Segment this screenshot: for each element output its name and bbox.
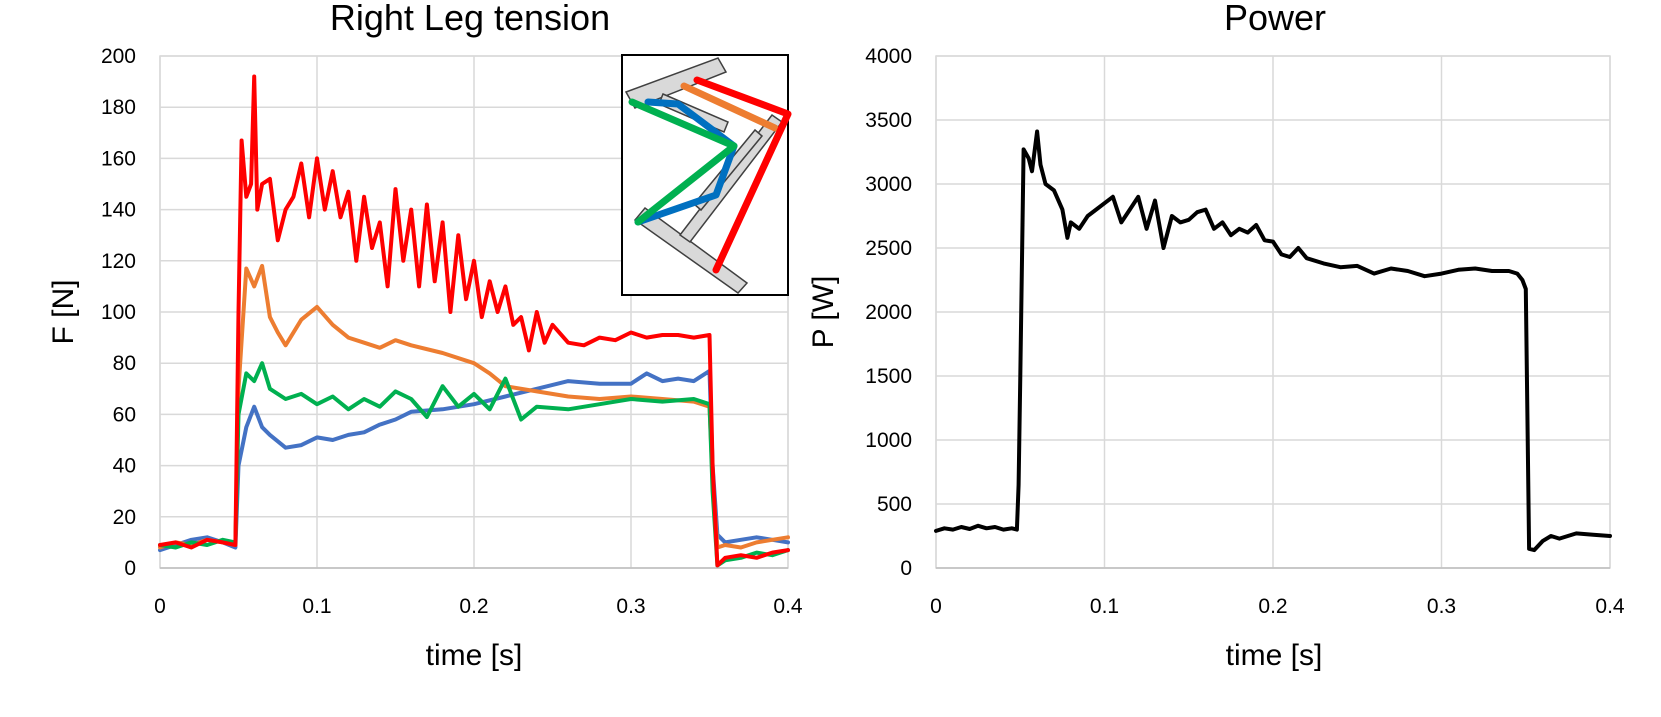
tension-y-ticks: 0 20 40 60 80 100 120 140 160 180 200 (101, 45, 136, 580)
power-y-axis-title: P [W] (807, 276, 840, 349)
power-x-ticks: 0 0.1 0.2 0.3 0.4 (930, 595, 1625, 618)
tension-y-tick-label: 100 (101, 301, 136, 324)
power-x-tick-label: 0.4 (1595, 595, 1625, 618)
tension-chart-title: Right Leg tension (330, 0, 610, 38)
inset-red-link (693, 76, 792, 274)
power-y-ticks: 0 500 1000 1500 2000 2500 3000 3500 4000 (865, 45, 912, 580)
inset-green-link (628, 98, 738, 226)
power-y-tick-label: 3000 (865, 173, 912, 196)
tension-y-tick-label: 0 (124, 557, 136, 580)
tension-y-tick-label: 140 (101, 199, 136, 222)
tension-y-tick-label: 20 (113, 506, 136, 529)
power-y-tick-label: 0 (900, 557, 912, 580)
tension-y-tick-label: 80 (113, 352, 136, 375)
tension-x-axis-title: time [s] (426, 639, 523, 672)
power-x-tick-label: 0.2 (1258, 595, 1287, 618)
tension-y-tick-label: 60 (113, 403, 136, 426)
tension-y-tick-label: 160 (101, 147, 136, 170)
power-x-axis-title: time [s] (1226, 639, 1323, 672)
power-x-tick-label: 0.3 (1427, 595, 1456, 618)
tension-x-tick-label: 0.1 (302, 595, 331, 618)
power-y-tick-label: 500 (877, 493, 912, 516)
tension-chart: Right Leg tension 0 20 40 60 80 100 120 140 160 1… (47, 0, 803, 672)
power-y-tick-label: 1000 (865, 429, 912, 452)
power-y-tick-label: 1500 (865, 365, 912, 388)
tension-x-ticks: 0 0.1 0.2 0.3 0.4 (154, 595, 803, 618)
power-x-tick-label: 0 (930, 595, 942, 618)
power-y-tick-label: 4000 (865, 45, 912, 68)
inset-orange-link (680, 82, 779, 132)
leg-linkage-diagram (621, 54, 792, 296)
tension-y-tick-label: 180 (101, 96, 136, 119)
tension-y-tick-label: 120 (101, 250, 136, 273)
power-series-group (934, 129, 1612, 553)
tension-x-tick-label: 0.3 (616, 595, 645, 618)
tension-y-axis-title: F [N] (47, 280, 80, 345)
tension-y-tick-label: 200 (101, 45, 136, 68)
tension-series-group (158, 74, 790, 568)
power-series-line-0 (934, 129, 1612, 553)
power-chart: Power 0 500 1000 1500 2000 2500 3000 3500 4000 0… (807, 0, 1625, 672)
power-y-tick-label: 2000 (865, 301, 912, 324)
tension-series-line-3 (158, 74, 790, 568)
power-y-tick-label: 2500 (865, 237, 912, 260)
tension-x-tick-label: 0.2 (459, 595, 488, 618)
power-y-tick-label: 3500 (865, 109, 912, 132)
tension-y-tick-label: 40 (113, 455, 136, 478)
tension-x-tick-label: 0 (154, 595, 166, 618)
power-chart-title: Power (1224, 0, 1326, 38)
power-x-tick-label: 0.1 (1090, 595, 1119, 618)
tension-x-tick-label: 0.4 (773, 595, 803, 618)
